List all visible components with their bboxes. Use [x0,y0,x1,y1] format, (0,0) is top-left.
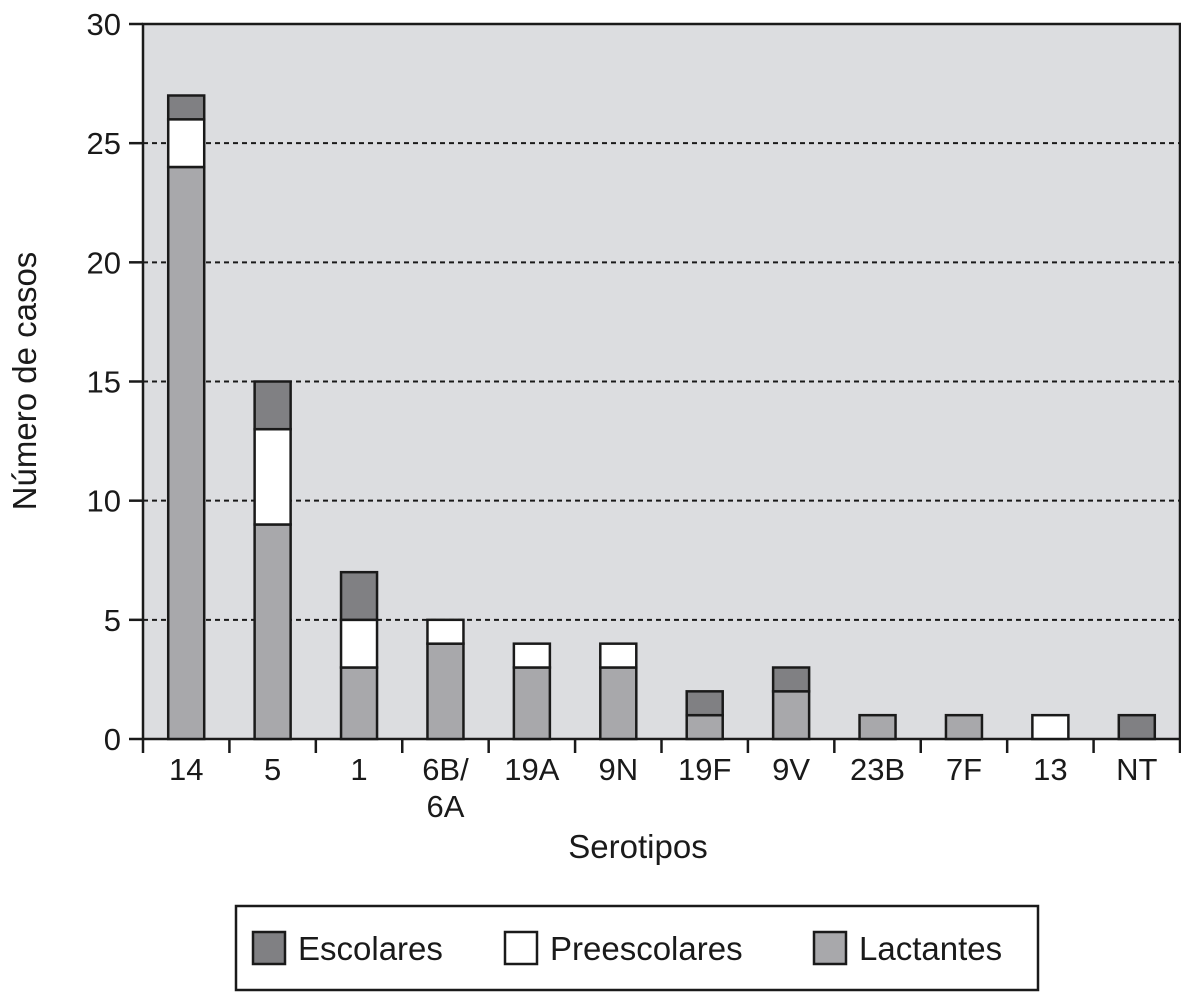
x-tick-label: 14 [169,752,203,787]
x-tick-label: 19A [504,752,559,787]
bar-segment-preescolares [599,642,638,669]
bar-segment-escolares [339,570,379,622]
bar-segment-lactantes [426,642,465,741]
legend-label-preescolares: Preescolares [550,930,743,967]
x-tick-label: 6B/6A [422,752,469,824]
bar-segment-escolares [771,666,811,693]
bar-segment-lactantes [858,713,897,741]
x-tick-label: NT [1116,752,1157,787]
bar-segment-preescolares [512,642,552,669]
bar-segment-preescolares [253,427,292,526]
bar-segment-escolares [166,94,206,121]
x-tick-label: 13 [1033,752,1067,787]
bar-segment-escolares [1117,713,1157,741]
bar-segment-lactantes [685,713,724,741]
legend-label-escolares: Escolares [298,930,443,967]
x-tick-label: 7F [946,752,982,787]
bar-segment-lactantes [771,690,811,741]
y-tick-label: 5 [104,603,121,638]
bar-segment-preescolares [1031,713,1070,741]
legend-box [234,904,1040,992]
bar-segment-preescolares [339,618,379,669]
bars-group [166,94,1157,741]
legend: Escolares Preescolares Lactantes [234,904,1040,992]
bar-segment-lactantes [599,666,638,741]
x-tick-label: 19F [678,752,731,787]
legend-label-lactantes: Lactantes [859,930,1002,967]
x-tick-label: 5 [264,752,281,787]
y-tick-label: 25 [87,126,121,161]
bar-segment-escolares [685,690,724,717]
y-tick-label: 30 [87,7,121,42]
x-tick-label: 23B [850,752,905,787]
x-axis-title: Serotipos [568,828,707,865]
gridlines [143,142,1180,621]
bar-segment-preescolares [426,618,465,645]
bar-segment-lactantes [339,666,379,741]
legend-swatch-preescolares [503,930,539,966]
y-tick-label: 15 [87,365,121,400]
y-tick-label: 10 [87,484,121,519]
y-tick-label: 0 [104,722,121,757]
bar-segment-lactantes [512,666,552,741]
bar-segment-escolares [253,380,292,431]
x-tick-label: 1 [350,752,367,787]
x-tick-label: 9V [772,752,810,787]
bar-segment-lactantes [166,165,206,741]
y-axis-title: Número de casos [6,252,43,511]
legend-swatch-escolares [251,930,287,966]
x-tick-label: 9N [598,752,638,787]
bar-segment-preescolares [166,118,206,169]
y-tick-label: 20 [87,245,121,280]
legend-swatch-lactantes [812,930,848,966]
bar-segment-lactantes [253,523,292,741]
axes-group: 0 5 10 15 20 25 30 14 5 1 6B/6A 19A 9N 19F 9V 23B 7F 13 NT [87,7,1181,824]
bar-segment-lactantes [944,713,984,741]
